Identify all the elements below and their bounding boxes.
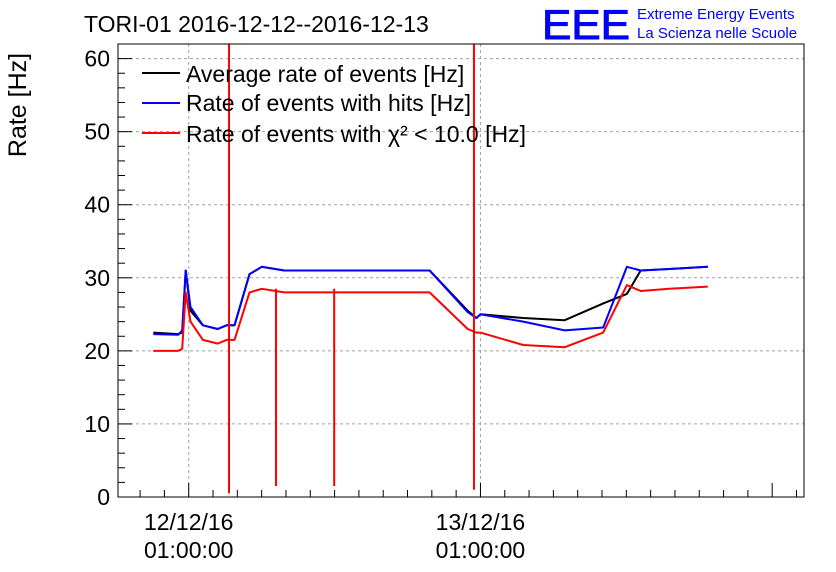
logo-line2: La Scienza nelle Scuole [637, 25, 797, 42]
y-tick-label: 40 [84, 192, 110, 218]
eee-logo: EEE Extreme Energy Events La Scienza nel… [542, 1, 798, 49]
legend-label-average: Average rate of events [Hz] [186, 61, 464, 87]
y-tick-label: 0 [97, 484, 110, 510]
y-tick-label: 20 [84, 338, 110, 364]
y-tick-label: 60 [84, 46, 110, 72]
x-tick-label-time: 01:00:00 [144, 537, 234, 563]
series-line-0 [153, 265, 708, 336]
y-tick-label: 30 [84, 265, 110, 291]
logo-line1: Extreme Energy Events [637, 6, 795, 23]
legend-label-chi2: Rate of events with χ² < 10.0 [Hz] [186, 121, 526, 147]
plot-frame [117, 43, 805, 498]
series-layer [153, 44, 708, 494]
x-tick-label-date: 13/12/16 [436, 509, 526, 535]
grid [118, 44, 804, 497]
legend: Average rate of events [Hz] Rate of even… [142, 61, 526, 147]
x-tick-label-time: 01:00:00 [436, 537, 526, 563]
y-axis-label: Rate [Hz] [4, 53, 32, 157]
axes: 010203040506012/12/1601:00:0013/12/1601:… [84, 43, 805, 563]
y-tick-label: 50 [84, 119, 110, 145]
chart-title: TORI-01 2016-12-12--2016-12-13 [84, 11, 429, 37]
series-line-2 [153, 284, 708, 352]
x-tick-label-date: 12/12/16 [144, 509, 234, 535]
y-tick-label: 10 [84, 411, 110, 437]
legend-label-hits: Rate of events with hits [Hz] [186, 90, 471, 116]
series-line-1 [153, 265, 708, 336]
logo-letters: EEE [542, 1, 630, 48]
